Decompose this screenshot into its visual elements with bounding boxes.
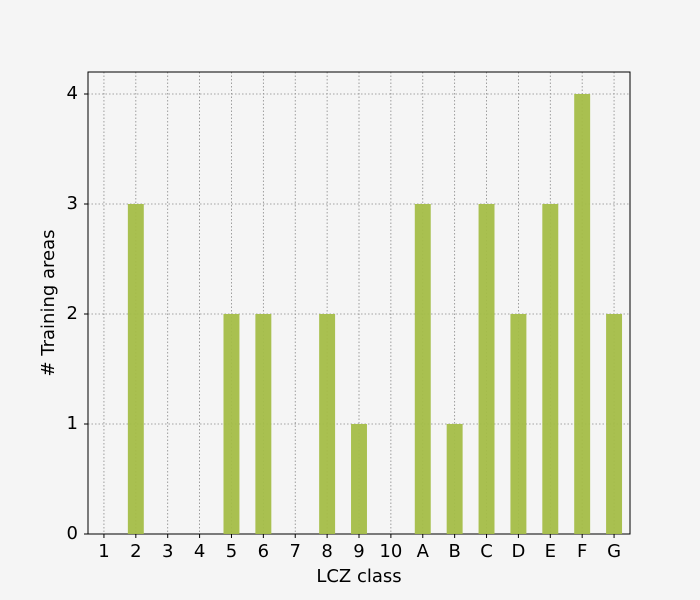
x-tick-label: 5: [226, 541, 237, 562]
x-tick-label: B: [448, 541, 460, 562]
bar: [606, 314, 623, 534]
bar: [127, 204, 144, 534]
x-tick-label: 2: [130, 541, 141, 562]
x-tick-label: 1: [98, 541, 109, 562]
bar: [414, 204, 431, 534]
y-tick-label: 0: [67, 523, 78, 544]
bar: [351, 424, 367, 534]
bar: [510, 314, 527, 534]
y-axis-label: # Training areas: [38, 229, 59, 376]
x-tick-label: A: [417, 541, 430, 562]
y-tick-label: 4: [67, 83, 78, 104]
bar: [446, 424, 463, 534]
x-tick-label: D: [511, 541, 525, 562]
bar: [223, 314, 240, 534]
x-tick-label: 6: [258, 541, 269, 562]
y-tick-label: 3: [67, 193, 78, 214]
x-tick-label: C: [480, 541, 493, 562]
bar: [574, 94, 591, 534]
x-axis-label: LCZ class: [316, 566, 401, 587]
bar: [478, 204, 495, 534]
x-tick-label: E: [545, 541, 556, 562]
x-tick-label: 3: [162, 541, 173, 562]
x-tick-label: 9: [353, 541, 364, 562]
x-tick-label: 7: [290, 541, 301, 562]
x-tick-label: F: [577, 541, 587, 562]
bar: [319, 314, 336, 534]
bar: [542, 204, 559, 534]
y-tick-label: 2: [67, 303, 78, 324]
y-tick-label: 1: [67, 413, 78, 434]
bar: [255, 314, 272, 534]
x-tick-label: 8: [321, 541, 332, 562]
x-tick-label: G: [607, 541, 621, 562]
x-tick-label: 10: [379, 541, 402, 562]
x-tick-label: 4: [194, 541, 205, 562]
